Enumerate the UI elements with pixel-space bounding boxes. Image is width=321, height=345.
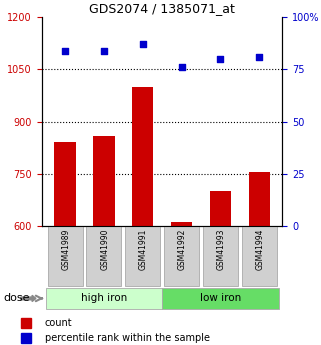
Point bbox=[256, 54, 262, 60]
Bar bbox=[248, 172, 270, 226]
Text: percentile rank within the sample: percentile rank within the sample bbox=[45, 333, 210, 343]
FancyBboxPatch shape bbox=[164, 226, 199, 286]
FancyBboxPatch shape bbox=[125, 226, 160, 286]
Title: GDS2074 / 1385071_at: GDS2074 / 1385071_at bbox=[89, 2, 235, 15]
Text: GSM41992: GSM41992 bbox=[178, 229, 187, 270]
Point bbox=[63, 48, 68, 53]
Bar bbox=[210, 191, 231, 226]
Bar bbox=[54, 142, 76, 226]
Point bbox=[218, 56, 223, 62]
FancyBboxPatch shape bbox=[48, 226, 82, 286]
FancyBboxPatch shape bbox=[46, 288, 162, 309]
FancyBboxPatch shape bbox=[203, 226, 238, 286]
Text: dose: dose bbox=[3, 294, 30, 303]
FancyBboxPatch shape bbox=[162, 288, 279, 309]
Text: GSM41993: GSM41993 bbox=[217, 229, 226, 270]
Text: count: count bbox=[45, 318, 73, 327]
FancyBboxPatch shape bbox=[86, 226, 121, 286]
Text: high iron: high iron bbox=[81, 294, 127, 303]
Text: GSM41994: GSM41994 bbox=[256, 229, 265, 270]
Point bbox=[179, 65, 184, 70]
FancyBboxPatch shape bbox=[242, 226, 277, 286]
Text: GSM41991: GSM41991 bbox=[139, 229, 148, 270]
Bar bbox=[171, 223, 192, 226]
Bar bbox=[93, 136, 115, 226]
Text: GSM41990: GSM41990 bbox=[100, 229, 109, 270]
Text: low iron: low iron bbox=[200, 294, 241, 303]
Point bbox=[101, 48, 107, 53]
Point bbox=[140, 42, 145, 47]
Text: GSM41989: GSM41989 bbox=[61, 229, 70, 270]
Bar bbox=[132, 87, 153, 226]
